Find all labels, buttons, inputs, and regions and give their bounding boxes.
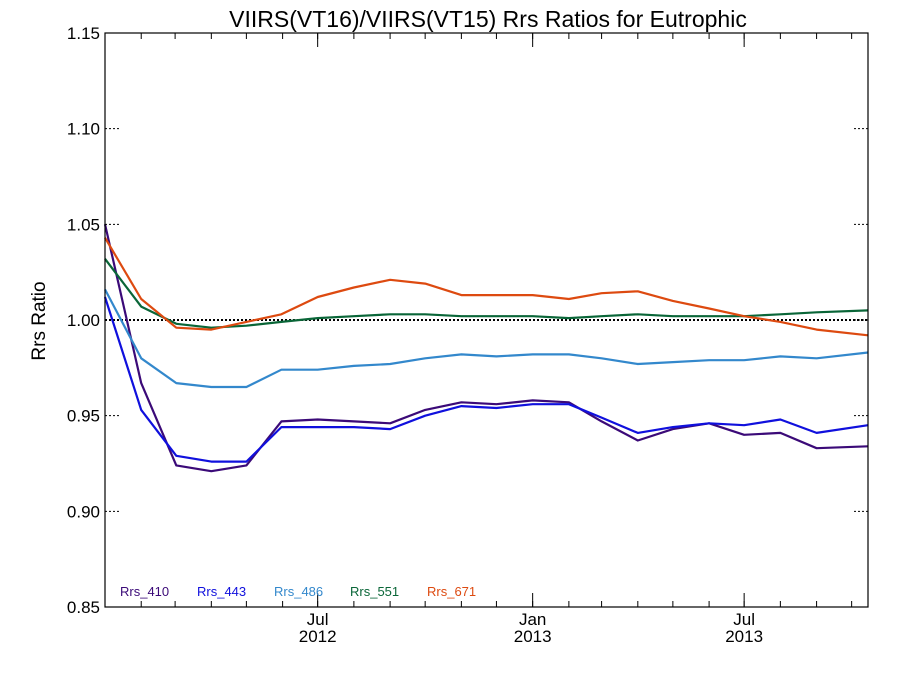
legend-item-rrs-410: Rrs_410 <box>120 584 169 599</box>
series-line-rrs-486 <box>104 288 869 389</box>
y-tick-label: 1.00 <box>67 311 100 330</box>
series-line-rrs-443 <box>103 296 869 463</box>
legend-item-rrs-443: Rrs_443 <box>197 584 246 599</box>
x-tick-month-label: Jan <box>519 610 546 629</box>
legend-item-rrs-551: Rrs_551 <box>350 584 399 599</box>
y-tick-label: 0.85 <box>67 598 100 617</box>
y-ticks: 0.85 0.90 0.95 1.00 1.05 1.10 1.15 <box>67 24 868 617</box>
x-tick-year-label: 2013 <box>725 627 763 646</box>
x-tick-year-label: 2013 <box>514 627 552 646</box>
y-tick-label: 1.15 <box>67 24 100 43</box>
x-tick-month-label: Jul <box>733 610 755 629</box>
x-tick-month-label: Jul <box>307 610 329 629</box>
series-line-rrs-671 <box>104 237 869 337</box>
chart-title: VIIRS(VT16)/VIIRS(VT15) Rrs Ratios for E… <box>229 6 747 32</box>
series-line-rrs-410 <box>103 224 869 473</box>
legend-item-rrs-486: Rrs_486 <box>274 584 323 599</box>
y-tick-label: 1.10 <box>67 120 100 139</box>
legend-item-rrs-671: Rrs_671 <box>427 584 476 599</box>
y-tick-label: 0.95 <box>67 407 100 426</box>
legend: Rrs_410 Rrs_443 Rrs_486 Rrs_551 Rrs_671 <box>120 584 476 599</box>
series-layer <box>103 224 869 473</box>
y-tick-label: 0.90 <box>67 502 100 521</box>
x-tick-year-label: 2012 <box>299 627 337 646</box>
y-axis-label: Rrs Ratio <box>29 281 50 360</box>
y-tick-label: 1.05 <box>67 215 100 234</box>
